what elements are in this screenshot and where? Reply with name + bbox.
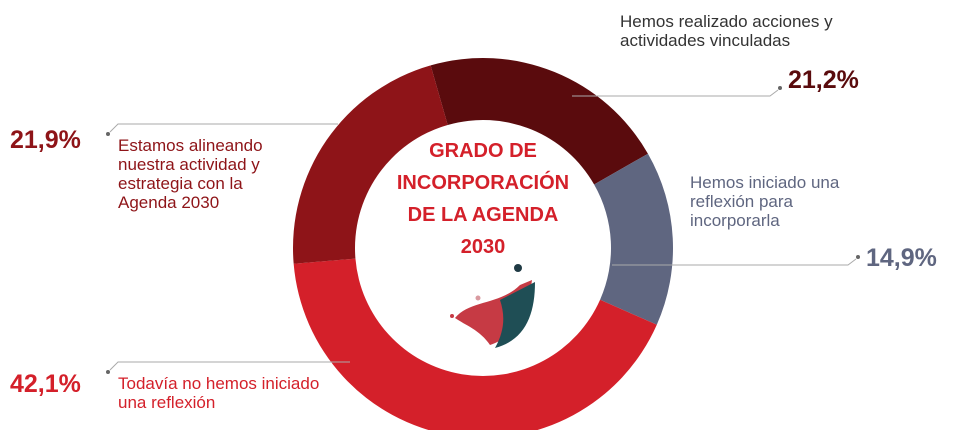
leader-line (612, 258, 857, 266)
title-line: DE LA AGENDA (408, 204, 559, 226)
category-label: Todavía no hemos iniciado una reflexión (118, 374, 320, 412)
center-title: GRADO DE INCORPORACIÓN DE LA AGENDA 2030 (397, 140, 569, 258)
slice (293, 258, 657, 430)
logo-dot (475, 295, 481, 301)
title-line: INCORPORACIÓN (397, 170, 569, 194)
category-label: Estamos alineando nuestra actividad y es… (118, 136, 263, 212)
logo-dot (450, 314, 454, 318)
leaders (109, 89, 857, 371)
slice (430, 57, 648, 185)
leader-line (109, 361, 350, 371)
value-label: 42,1% (10, 370, 81, 398)
dot (778, 86, 782, 90)
dot (106, 132, 110, 136)
title-line: 2030 (461, 236, 506, 258)
dot (106, 370, 110, 374)
donut (293, 57, 674, 430)
dot (856, 255, 860, 259)
category-label: Hemos realizado acciones y actividades v… (620, 12, 833, 50)
leader-line (572, 89, 779, 97)
title-line: GRADO DE (429, 140, 537, 162)
slice (293, 65, 448, 264)
leader-line (109, 123, 338, 133)
leader-dots (106, 86, 860, 374)
slice (594, 153, 674, 325)
logo-dot (514, 264, 522, 272)
value-label: 21,2% (788, 66, 859, 94)
logo (450, 264, 535, 348)
category-label: Hemos iniciado una reflexión para incorp… (690, 173, 840, 230)
logo-shape (495, 282, 535, 348)
value-label: 14,9% (866, 244, 937, 272)
value-label: 21,9% (10, 126, 81, 154)
